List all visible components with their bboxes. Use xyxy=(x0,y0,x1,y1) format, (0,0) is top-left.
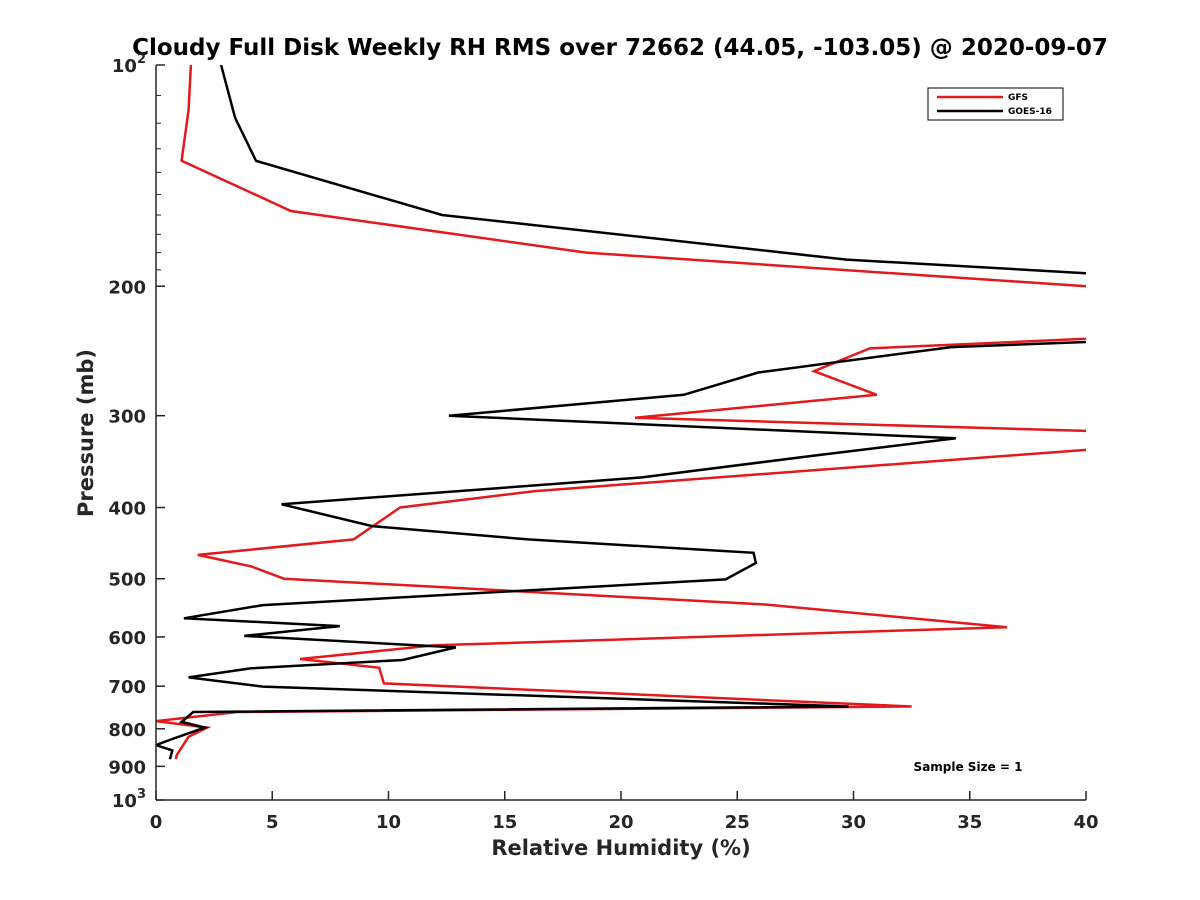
x-tick-label: 0 xyxy=(150,812,163,833)
x-tick-label: 10 xyxy=(376,812,401,833)
x-tick-label: 25 xyxy=(725,812,750,833)
y-tick-label: 800 xyxy=(108,720,146,741)
axes-layer: 0 5 10 15 20 25 30 35 40 102 200 300 400 500 600 700 800… xyxy=(108,52,1098,833)
y-tick-label: 400 xyxy=(108,499,146,520)
chart-title: Cloudy Full Disk Weekly RH RMS over 7266… xyxy=(132,35,1108,61)
legend-label-goes16: GOES-16 xyxy=(1008,107,1052,117)
x-axis-label: Relative Humidity (%) xyxy=(491,836,750,860)
y-axis-label: Pressure (mb) xyxy=(74,349,98,517)
x-tick-label: 20 xyxy=(608,812,633,833)
sample-size-annotation: Sample Size = 1 xyxy=(914,760,1023,774)
plot-area xyxy=(156,65,1086,800)
legend-box xyxy=(927,87,1064,121)
x-tick-label: 15 xyxy=(492,812,517,833)
x-tick-label: 40 xyxy=(1073,812,1098,833)
y-tick-label: 500 xyxy=(108,570,146,591)
y-tick-label: 300 xyxy=(108,407,146,428)
series-layer xyxy=(156,65,1086,760)
y-tick-label: 200 xyxy=(108,277,146,298)
legend: GFS GOES-16 xyxy=(927,87,1064,121)
x-tick-label: 35 xyxy=(957,812,982,833)
series-line-goes16 xyxy=(156,65,1086,760)
y-tick-label: 600 xyxy=(108,628,146,649)
y-tick-label: 900 xyxy=(108,757,146,778)
x-tick-label: 5 xyxy=(266,812,279,833)
y-tick-label: 102 xyxy=(112,52,146,77)
x-tick-label: 30 xyxy=(841,812,866,833)
y-tick-label: 700 xyxy=(108,677,146,698)
legend-label-gfs: GFS xyxy=(1008,93,1028,103)
